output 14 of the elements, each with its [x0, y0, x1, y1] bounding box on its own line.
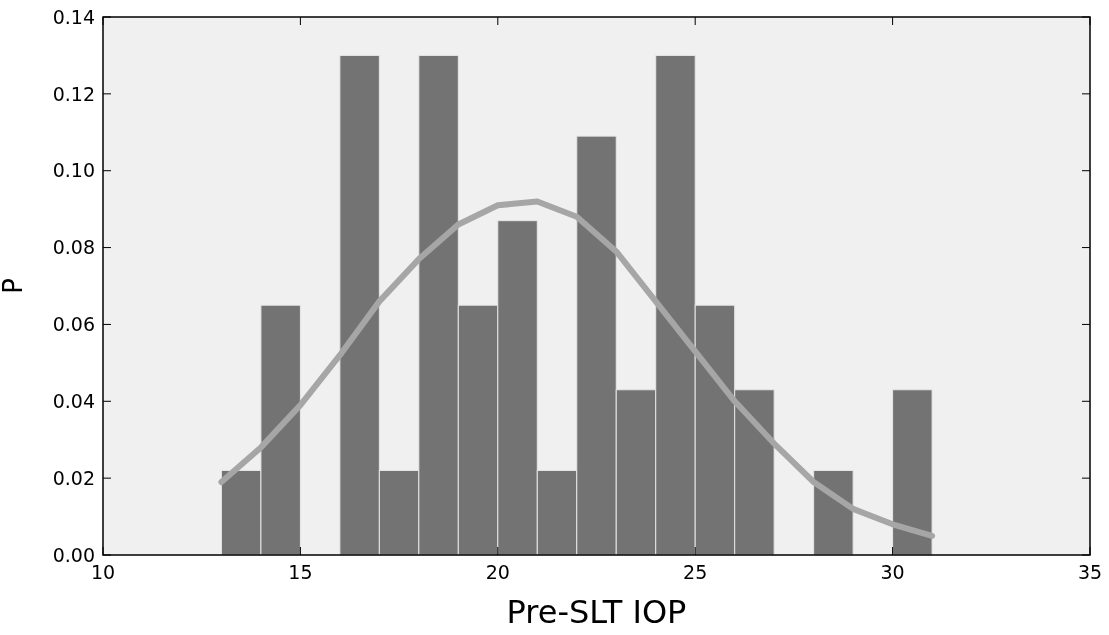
y-axis-title: P — [0, 278, 28, 294]
x-tick-label: 15 — [288, 561, 313, 583]
y-tick-label: 0.06 — [52, 313, 95, 336]
y-tick-label: 0.04 — [52, 389, 95, 412]
y-tick-label: 0.08 — [52, 236, 95, 259]
y-tick-label: 0.02 — [52, 466, 95, 489]
x-axis-title: Pre-SLT IOP — [506, 593, 687, 631]
y-tick-label: 0.12 — [52, 82, 95, 105]
x-tick-label: 20 — [485, 561, 510, 583]
y-tick-label: 0.14 — [52, 5, 95, 28]
x-tick-label: 35 — [1077, 561, 1103, 583]
x-tick-label: 30 — [880, 561, 905, 583]
y-tick-label: 0.10 — [52, 159, 95, 182]
x-tick-label: 25 — [683, 561, 708, 583]
